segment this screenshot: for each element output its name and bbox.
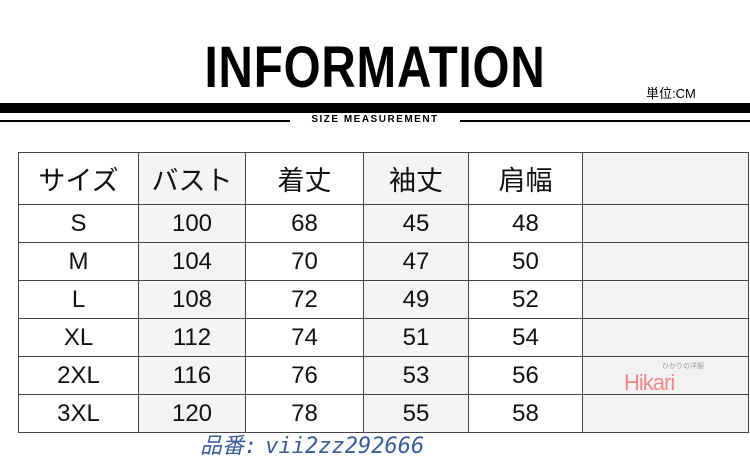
table-cell: 108 bbox=[138, 280, 246, 319]
table-row: XL 112 74 51 54 bbox=[18, 318, 749, 357]
table-cell: 72 bbox=[245, 280, 364, 319]
logo-tagline: ひかりの洋服 bbox=[662, 363, 704, 370]
table-cell: 48 bbox=[468, 204, 583, 243]
table-cell bbox=[582, 280, 749, 319]
table-cell: XL bbox=[18, 318, 139, 357]
section-subtitle: SIZE MEASUREMENT bbox=[311, 114, 439, 125]
table-cell bbox=[582, 242, 749, 281]
table-cell: 54 bbox=[468, 318, 583, 357]
table-row: L 108 72 49 52 bbox=[18, 280, 749, 319]
table-cell bbox=[582, 394, 749, 433]
table-cell bbox=[582, 204, 749, 243]
table-cell: 56 bbox=[468, 356, 583, 395]
table-cell: 3XL bbox=[18, 394, 139, 433]
table-cell: 74 bbox=[245, 318, 364, 357]
table-cell: バスト bbox=[138, 152, 246, 205]
table-row: M 104 70 47 50 bbox=[18, 242, 749, 281]
table-cell: 104 bbox=[138, 242, 246, 281]
table-cell: 52 bbox=[468, 280, 583, 319]
brand-logo: ひかりの洋服 Hikari bbox=[624, 362, 734, 395]
table-cell: 袖丈 bbox=[363, 152, 469, 205]
table-cell: 100 bbox=[138, 204, 246, 243]
table-cell: 50 bbox=[468, 242, 583, 281]
divider-line-right bbox=[460, 120, 750, 122]
logo-text: Hikari bbox=[624, 370, 675, 395]
table-cell: 49 bbox=[363, 280, 469, 319]
divider-line-left bbox=[0, 120, 290, 122]
watermark-line1: 品番: bbox=[200, 434, 258, 459]
table-cell: L bbox=[18, 280, 139, 319]
table-cell: 53 bbox=[363, 356, 469, 395]
table-cell: 肩幅 bbox=[468, 152, 583, 205]
table-cell bbox=[582, 318, 749, 357]
divider-bar bbox=[0, 103, 750, 113]
table-cell: 51 bbox=[363, 318, 469, 357]
table-cell: 着丈 bbox=[245, 152, 364, 205]
table-cell: M bbox=[18, 242, 139, 281]
table-cell: 68 bbox=[245, 204, 364, 243]
table-cell: 112 bbox=[138, 318, 246, 357]
table-cell: 78 bbox=[245, 394, 364, 433]
table-row: S 100 68 45 48 bbox=[18, 204, 749, 243]
table-cell bbox=[582, 356, 749, 395]
table-row: 3XL 120 78 55 58 bbox=[18, 394, 749, 433]
table-cell bbox=[582, 152, 749, 205]
table-cell: 55 bbox=[363, 394, 469, 433]
table-cell: 45 bbox=[363, 204, 469, 243]
table-cell: サイズ bbox=[18, 152, 139, 205]
watermark-line2: vii2zz292666 bbox=[265, 434, 425, 459]
table-cell: 76 bbox=[245, 356, 364, 395]
table-cell: S bbox=[18, 204, 139, 243]
table-header-row: サイズ バスト 着丈 袖丈 肩幅 bbox=[18, 152, 749, 205]
table-cell: 2XL bbox=[18, 356, 139, 395]
size-table: サイズ バスト 着丈 袖丈 肩幅 S 100 68 45 48 M 104 70 47 50 L 108 72 49… bbox=[18, 152, 749, 433]
watermark: 品番: vii2zz292666 bbox=[200, 434, 432, 460]
table-cell: 120 bbox=[138, 394, 246, 433]
table-cell: 116 bbox=[138, 356, 246, 395]
table-cell: 47 bbox=[363, 242, 469, 281]
table-row: 2XL 116 76 53 56 bbox=[18, 356, 749, 395]
page-title: INFORMATION bbox=[204, 35, 546, 100]
unit-label: 単位:CM bbox=[646, 86, 696, 101]
table-cell: 70 bbox=[245, 242, 364, 281]
table-cell: 58 bbox=[468, 394, 583, 433]
